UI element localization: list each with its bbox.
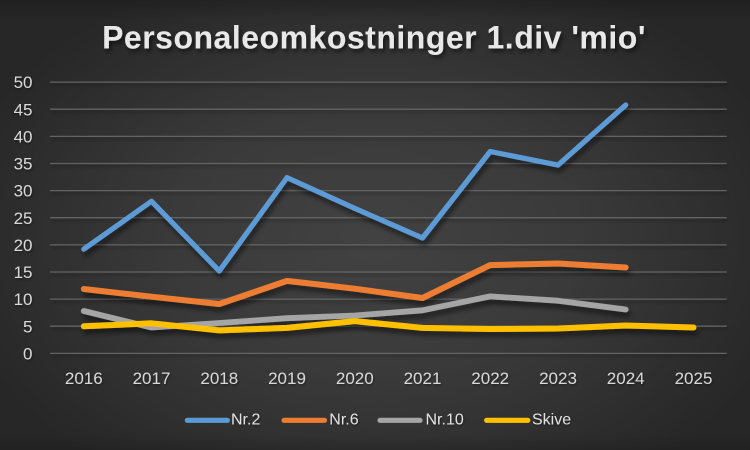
svg-text:10: 10 <box>14 290 33 309</box>
svg-text:5: 5 <box>23 317 32 336</box>
svg-text:20: 20 <box>14 236 33 255</box>
svg-text:Nr.6: Nr.6 <box>329 411 358 428</box>
svg-text:Personaleomkostninger 1.div 'm: Personaleomkostninger 1.div 'mio' <box>102 20 646 56</box>
svg-text:Nr.10: Nr.10 <box>426 411 464 428</box>
svg-text:2018: 2018 <box>200 369 238 388</box>
svg-text:2025: 2025 <box>675 369 713 388</box>
svg-text:2019: 2019 <box>268 369 306 388</box>
svg-text:2020: 2020 <box>336 369 374 388</box>
svg-text:2016: 2016 <box>65 369 103 388</box>
svg-text:2021: 2021 <box>404 369 442 388</box>
svg-text:Skive: Skive <box>532 411 571 428</box>
svg-text:2024: 2024 <box>607 369 645 388</box>
svg-text:45: 45 <box>14 100 33 119</box>
svg-text:2017: 2017 <box>133 369 171 388</box>
svg-text:30: 30 <box>14 182 33 201</box>
svg-text:2022: 2022 <box>471 369 509 388</box>
svg-text:0: 0 <box>23 345 32 364</box>
svg-text:25: 25 <box>14 209 33 228</box>
svg-text:2023: 2023 <box>539 369 577 388</box>
svg-text:Nr.2: Nr.2 <box>231 411 260 428</box>
svg-text:15: 15 <box>14 263 33 282</box>
svg-text:40: 40 <box>14 128 33 147</box>
svg-text:35: 35 <box>14 155 33 174</box>
svg-text:50: 50 <box>14 73 33 92</box>
